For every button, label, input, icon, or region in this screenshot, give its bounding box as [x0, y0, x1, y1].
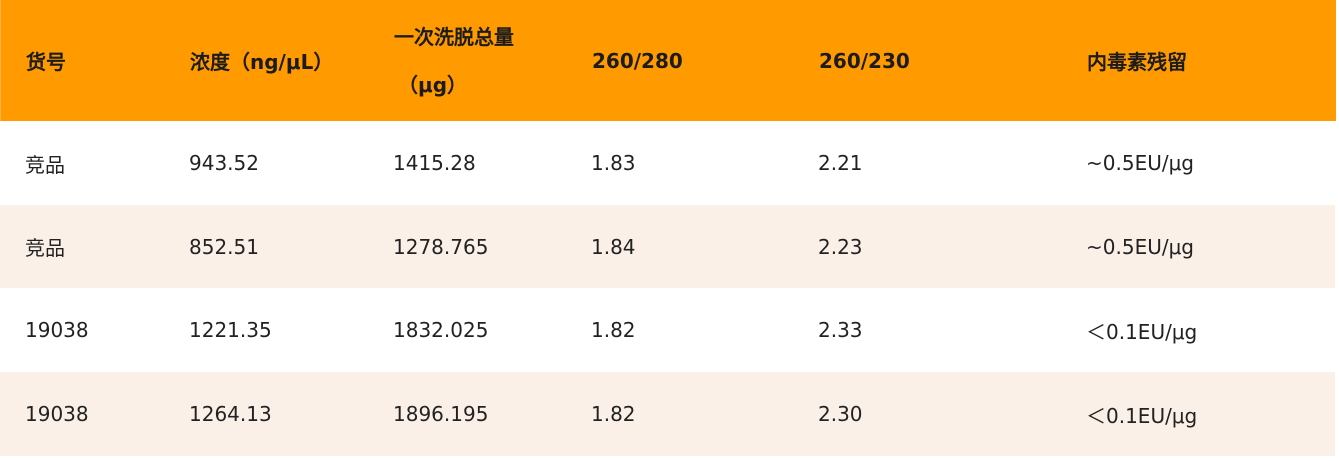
header-ratio-260-280: 260/280	[592, 48, 683, 73]
header-endotoxin: 内毒素残留	[1087, 50, 1187, 74]
cell-concentration: 1264.13	[189, 402, 272, 426]
header-total-elution-line1: 一次洗脱总量	[394, 24, 514, 49]
cell-product-id: 竞品	[25, 236, 65, 260]
header-product-id: 货号	[26, 50, 66, 74]
cell-ratio-260-230: 2.30	[818, 402, 863, 426]
cell-endotoxin: ＜0.1EU/μg	[1086, 319, 1198, 344]
cell-ratio-260-280: 1.82	[591, 318, 636, 342]
cell-ratio-260-230: 2.21	[818, 151, 863, 175]
cell-ratio-260-280: 1.82	[591, 402, 636, 426]
cell-product-id: 竞品	[25, 152, 65, 177]
table-row: 竞品 852.51 1278.765 1.84 2.23 ~0.5EU/μg	[0, 205, 1335, 288]
table-row: 19038 1221.35 1832.025 1.82 2.33 ＜0.1EU/…	[0, 288, 1335, 372]
cell-concentration: 943.52	[189, 151, 259, 175]
header-concentration: 浓度（ng/μL）	[190, 50, 334, 74]
header-total-elution-line2: （μg）	[398, 72, 468, 97]
header-total-elution: 一次洗脱总量 （μg）	[394, 0, 514, 121]
cell-endotoxin: ~0.5EU/μg	[1086, 234, 1194, 259]
cell-total-elution: 1832.025	[393, 318, 489, 342]
header-ratio-260-230: 260/230	[819, 48, 910, 73]
cell-product-id: 19038	[25, 318, 89, 342]
cell-ratio-260-280: 1.84	[591, 234, 636, 259]
cell-ratio-260-230: 2.23	[818, 234, 863, 259]
cell-total-elution: 1278.765	[393, 234, 489, 259]
table-header-row: 货号 浓度（ng/μL） 一次洗脱总量 （μg） 260/280 260/230…	[0, 0, 1336, 121]
cell-ratio-260-230: 2.33	[818, 318, 863, 342]
table-row: 竞品 943.52 1415.28 1.83 2.21 ~0.5EU/μg	[0, 121, 1335, 205]
cell-total-elution: 1896.195	[393, 402, 489, 426]
cell-ratio-260-280: 1.83	[591, 151, 636, 175]
cell-product-id: 19038	[25, 402, 89, 426]
cell-endotoxin: ~0.5EU/μg	[1086, 151, 1194, 175]
cell-endotoxin: ＜0.1EU/μg	[1086, 403, 1198, 428]
table-row: 19038 1264.13 1896.195 1.82 2.30 ＜0.1EU/…	[0, 372, 1335, 456]
cell-concentration: 852.51	[189, 234, 259, 259]
cell-total-elution: 1415.28	[393, 151, 476, 175]
cell-concentration: 1221.35	[189, 318, 272, 342]
